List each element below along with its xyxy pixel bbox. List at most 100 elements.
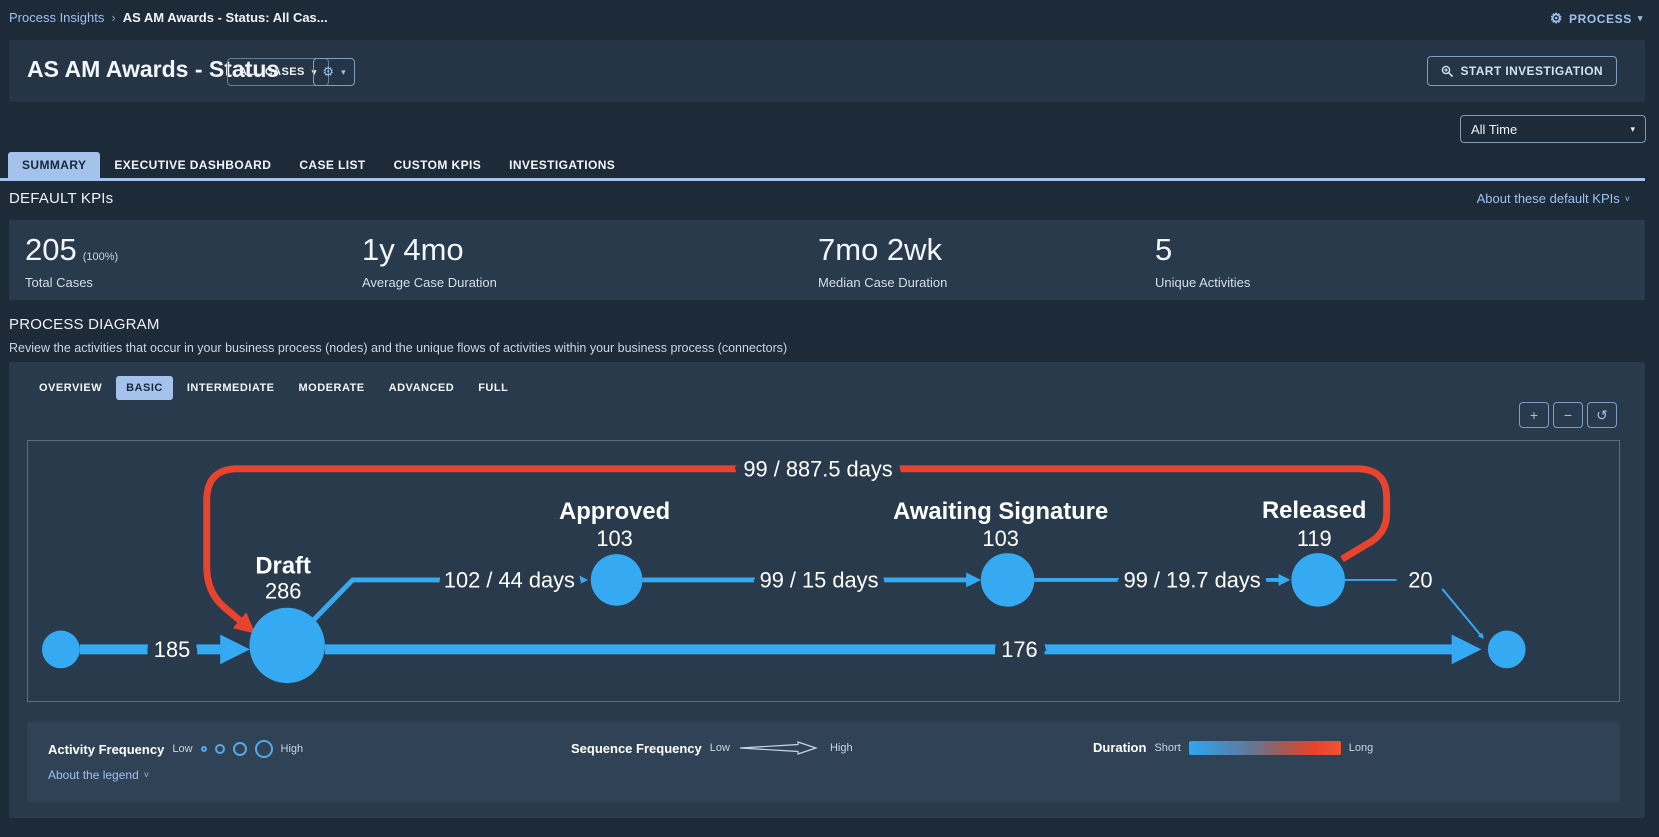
node-start[interactable] [42,631,80,669]
activity-size-dot-1 [201,746,207,752]
edge-label-awaiting-to-released: 99 / 19.7 days [1124,567,1261,592]
about-legend-link[interactable]: About the legend ˅ [48,768,149,782]
edge-released-to-draft [207,469,1387,624]
edge-released-to-end-diagonal [1442,589,1481,636]
tab-investigations[interactable]: INVESTIGATIONS [495,152,629,178]
kpi-value: 5 [1155,232,1172,267]
about-legend-label: About the legend [48,768,139,782]
tab-case-list[interactable]: CASE LIST [285,152,379,178]
gear-icon: ⚙ [322,64,334,80]
zoom-in-button[interactable]: + [1519,402,1549,428]
breadcrumb-current: AS AM Awards - Status: All Cas... [123,10,328,25]
legend-activity-frequency: Activity Frequency Low High [48,740,303,758]
kpi-label: Average Case Duration [362,275,497,290]
zoom-out-button[interactable]: − [1553,402,1583,428]
node-label-released: Released [1262,497,1367,524]
header-band: AS AM Awards - Status ALL CASES ▾ ⚙ ▾ ST… [9,40,1645,102]
kpi-card: 205 (100%) Total Cases 1y 4mo Average Cas… [9,220,1645,300]
settings-dropdown-button[interactable]: ⚙ ▾ [313,58,355,86]
legend-duration: Duration Short Long [1093,740,1373,755]
kpi-average-case-duration: 1y 4mo Average Case Duration [362,234,497,290]
process-menu[interactable]: ⚙ PROCESS ▾ [1550,10,1643,27]
node-count-draft: 286 [265,578,301,603]
breadcrumb-separator-icon: › [111,10,115,25]
kpi-suffix: (100%) [83,251,118,263]
legend-sequence-low-label: Low [710,742,730,754]
tab-custom-kpis[interactable]: CUSTOM KPIS [380,152,496,178]
activity-size-dot-3 [233,742,247,756]
kpi-value: 7mo 2wk [818,232,942,267]
process-diagram-description: Review the activities that occur in your… [9,341,787,355]
diagram-legend: Activity Frequency Low High Sequence Fre… [27,722,1620,802]
detail-tab-overview[interactable]: OVERVIEW [29,376,112,400]
legend-sequence-frequency: Sequence Frequency Low High [571,740,853,756]
diagram-detail-tabs: OVERVIEW BASIC INTERMEDIATE MODERATE ADV… [29,376,518,400]
top-bar: Process Insights › AS AM Awards - Status… [0,0,1659,36]
caret-down-icon: ▾ [1630,124,1635,135]
node-label-awaiting-signature: Awaiting Signature [893,498,1108,525]
legend-duration-long-label: Long [1349,742,1373,754]
gear-icon: ⚙ [1550,10,1563,27]
node-count-approved: 103 [596,526,632,551]
caret-down-icon: ▾ [341,67,346,78]
kpi-label: Total Cases [25,275,118,290]
legend-duration-short-label: Short [1154,742,1180,754]
edge-label-draft-to-approved: 102 / 44 days [444,567,575,592]
process-diagram-canvas[interactable]: 185 176 102 / 44 days 99 / 15 days 99 / … [27,440,1620,702]
tab-executive-dashboard[interactable]: EXECUTIVE DASHBOARD [100,152,285,178]
time-range-value: All Time [1471,122,1517,137]
about-default-kpis-label: About these default KPIs [1477,191,1620,206]
node-draft[interactable] [249,608,324,683]
node-label-approved: Approved [559,498,670,525]
tab-summary[interactable]: SUMMARY [8,152,100,178]
process-menu-label: PROCESS [1569,12,1632,26]
zoom-reset-button[interactable]: ↺ [1587,402,1617,428]
time-range-select[interactable]: All Time ▾ [1460,115,1646,143]
kpi-value: 205 [25,232,77,267]
activity-size-dot-2 [215,744,225,754]
activity-size-dot-4 [255,740,273,758]
node-count-awaiting-signature: 103 [982,526,1018,551]
legend-duration-label: Duration [1093,740,1146,755]
detail-tab-full[interactable]: FULL [468,376,518,400]
node-end[interactable] [1488,631,1526,669]
about-default-kpis-link[interactable]: About these default KPIs ˅ [1477,191,1630,206]
edge-label-approved-to-awaiting: 99 / 15 days [760,567,879,592]
kpi-label: Unique Activities [1155,275,1250,290]
node-released[interactable] [1291,553,1345,607]
breadcrumb: Process Insights › AS AM Awards - Status… [9,10,328,25]
process-diagram-card: OVERVIEW BASIC INTERMEDIATE MODERATE ADV… [9,362,1645,818]
legend-sequence-frequency-label: Sequence Frequency [571,741,702,756]
process-diagram-svg: 185 176 102 / 44 days 99 / 15 days 99 / … [28,441,1619,701]
legend-sequence-high-label: High [830,742,853,754]
edge-label-draft-to-end: 176 [1001,637,1037,662]
edge-label-released-to-end: 20 [1408,567,1432,592]
edge-label-released-to-draft: 99 / 887.5 days [743,456,892,481]
kpi-total-cases: 205 (100%) Total Cases [25,234,118,290]
detail-tab-basic[interactable]: BASIC [116,376,173,400]
detail-tab-advanced[interactable]: ADVANCED [379,376,465,400]
node-label-draft: Draft [255,553,311,580]
process-diagram-heading: PROCESS DIAGRAM [9,316,160,333]
detail-tab-moderate[interactable]: MODERATE [289,376,375,400]
start-investigation-label: START INVESTIGATION [1461,64,1604,78]
node-awaiting-signature[interactable] [981,553,1035,607]
kpi-median-case-duration: 7mo 2wk Median Case Duration [818,234,947,290]
breadcrumb-process-insights[interactable]: Process Insights [9,10,104,25]
zoom-in-magnifier-icon [1441,65,1454,78]
legend-activity-high-label: High [281,743,304,755]
sequence-frequency-arrow-icon [738,740,822,756]
main-tabs: SUMMARY EXECUTIVE DASHBOARD CASE LIST CU… [8,152,629,178]
default-kpis-heading: DEFAULT KPIs [9,190,113,207]
tab-underline [0,178,1645,181]
duration-gradient-bar [1189,741,1341,755]
node-approved[interactable] [591,554,643,606]
diagram-zoom-controls: + − ↺ [1519,402,1617,428]
chevron-down-icon: ˅ [1625,194,1630,204]
legend-activity-frequency-label: Activity Frequency [48,742,164,757]
node-count-released: 119 [1297,526,1332,551]
edge-label-start-to-draft: 185 [154,637,190,662]
legend-activity-low-label: Low [172,743,192,755]
detail-tab-intermediate[interactable]: INTERMEDIATE [177,376,285,400]
start-investigation-button[interactable]: START INVESTIGATION [1427,56,1618,86]
